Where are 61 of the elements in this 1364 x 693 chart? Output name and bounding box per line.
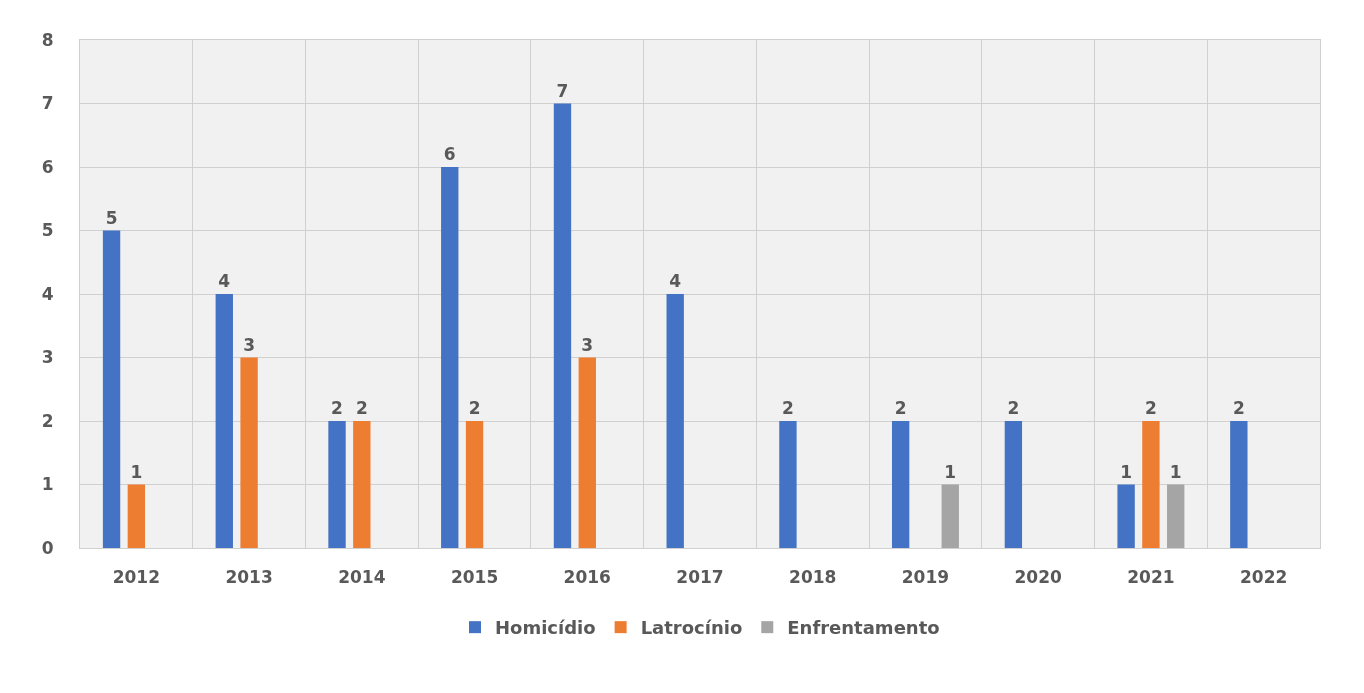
- data-label: 1: [944, 461, 957, 482]
- bar: [891, 421, 910, 548]
- bar: [779, 421, 797, 548]
- x-tick-label: 2012: [112, 567, 161, 588]
- data-label: 2: [782, 398, 794, 418]
- data-label: 1: [1169, 461, 1182, 482]
- x-tick-label: 2018: [789, 567, 837, 588]
- data-label: 2: [894, 398, 907, 418]
- data-label: 4: [218, 271, 231, 291]
- bar: [441, 167, 459, 548]
- data-label: 2: [355, 398, 368, 418]
- data-label: 3: [243, 334, 256, 355]
- data-label: 1: [130, 461, 143, 482]
- bar: [215, 294, 233, 548]
- x-tick-label: 2016: [563, 567, 611, 588]
- data-label: 7: [556, 80, 569, 101]
- bar: [666, 294, 684, 548]
- y-tick-label: 8: [41, 29, 54, 50]
- x-tick-label: 2017: [676, 567, 724, 588]
- legend-label: Enfrentamento: [787, 617, 940, 639]
- data-label: 2: [331, 398, 343, 418]
- y-tick-label: 6: [41, 156, 54, 177]
- legend-label: Homicídio: [495, 617, 596, 639]
- bar: [941, 484, 959, 548]
- x-tick-label: 2020: [1014, 567, 1062, 588]
- bar: [1230, 421, 1248, 548]
- bar: [328, 421, 346, 548]
- y-tick-label: 2: [41, 410, 54, 431]
- y-tick-label: 1: [41, 474, 54, 495]
- data-label: 2: [468, 398, 481, 418]
- data-label: 2: [1232, 398, 1245, 418]
- x-tick-label: 2014: [338, 567, 386, 588]
- bar: [127, 484, 146, 548]
- x-tick-label: 2013: [225, 567, 273, 588]
- bar: [1117, 484, 1135, 548]
- x-tick-label: 2019: [901, 567, 950, 588]
- bar: [1142, 421, 1160, 548]
- x-tick-label: 2021: [1127, 567, 1175, 588]
- bar: [1167, 484, 1185, 548]
- y-tick-label: 3: [41, 347, 54, 368]
- data-label: 4: [669, 271, 682, 291]
- data-label: 2: [1007, 398, 1020, 418]
- data-label: 3: [581, 334, 594, 355]
- data-label: 5: [105, 207, 118, 228]
- x-tick-label: 2022: [1239, 567, 1288, 588]
- y-tick-label: 5: [41, 220, 54, 241]
- y-tick-label: 4: [41, 283, 54, 304]
- y-tick-label: 0: [41, 537, 54, 558]
- bar: [353, 421, 371, 548]
- bar: [578, 357, 596, 548]
- bar: [553, 103, 572, 548]
- bar: [240, 357, 258, 548]
- bar: [1004, 421, 1023, 548]
- bar: [102, 230, 121, 548]
- data-label: 1: [1120, 461, 1133, 482]
- data-label: 6: [443, 144, 456, 164]
- data-label: 2: [1144, 398, 1157, 418]
- y-tick-label: 7: [41, 93, 54, 114]
- x-tick-label: 2015: [450, 567, 499, 588]
- legend-label: Latrocínio: [640, 617, 743, 639]
- bar: [465, 421, 484, 548]
